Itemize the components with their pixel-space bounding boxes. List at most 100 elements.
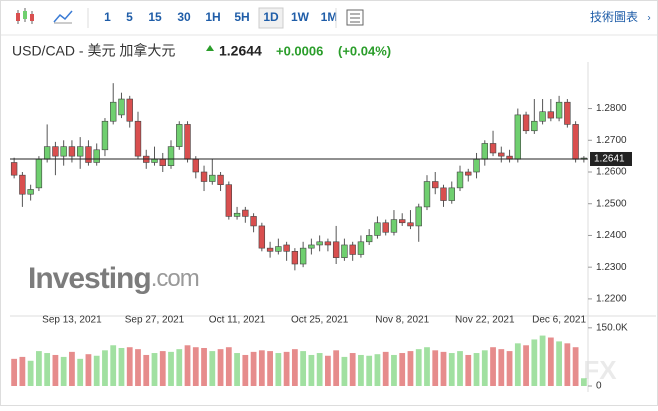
table-icon[interactable] bbox=[346, 9, 364, 26]
volume-bar bbox=[27, 360, 34, 386]
candle-body bbox=[233, 212, 241, 217]
interval-button[interactable]: 5 bbox=[126, 10, 133, 24]
candle-body bbox=[217, 174, 224, 185]
volume-bar bbox=[250, 351, 257, 386]
candle-body bbox=[374, 222, 381, 236]
x-tick-label: Sep 27, 2021 bbox=[125, 315, 185, 326]
candle-body bbox=[456, 171, 464, 189]
volume-bar bbox=[126, 347, 133, 386]
volume-bar bbox=[440, 351, 447, 386]
volume-bar bbox=[36, 351, 42, 386]
volume-bar bbox=[432, 350, 439, 386]
candle-body bbox=[167, 146, 175, 166]
volume-bar bbox=[564, 343, 571, 386]
candle-body bbox=[275, 246, 282, 252]
interval-button[interactable]: 1D bbox=[263, 10, 279, 24]
candle-body bbox=[151, 159, 158, 163]
candle-body bbox=[522, 114, 530, 132]
interval-button[interactable]: 5H bbox=[234, 10, 249, 24]
interval-selected bbox=[258, 7, 284, 29]
x-tick-label: Oct 25, 2021 bbox=[291, 315, 349, 326]
volume-bar bbox=[506, 351, 513, 386]
candle-body bbox=[68, 146, 76, 157]
volume-bar bbox=[159, 351, 166, 386]
interval-button[interactable]: 15 bbox=[148, 10, 162, 24]
candle-body bbox=[440, 187, 447, 201]
candle-body bbox=[531, 120, 538, 132]
interval-button[interactable]: 1H bbox=[205, 10, 220, 24]
interval-button[interactable]: 1W bbox=[291, 10, 310, 24]
volume-bar bbox=[60, 356, 67, 386]
volume-bar bbox=[481, 350, 488, 386]
volume-bar bbox=[225, 347, 232, 386]
candle-body bbox=[316, 241, 323, 246]
candle-body bbox=[489, 143, 497, 154]
candle-body bbox=[308, 244, 315, 249]
volume-bar bbox=[135, 349, 141, 386]
volume-bar bbox=[399, 353, 406, 386]
volume-bar bbox=[93, 355, 100, 386]
volume-bar bbox=[201, 347, 207, 386]
watermark-suffix: .com bbox=[151, 265, 199, 292]
candle-body bbox=[118, 98, 125, 116]
watermark-corner: FX bbox=[583, 355, 617, 385]
candle-body bbox=[266, 247, 274, 252]
candle-body bbox=[43, 146, 51, 160]
candle-body bbox=[85, 146, 92, 163]
volume-tick-label: 150.0K bbox=[596, 322, 628, 333]
candle-body bbox=[390, 219, 398, 233]
volume-bar bbox=[85, 354, 92, 386]
x-tick-label: Nov 22, 2021 bbox=[455, 315, 515, 326]
interval-button[interactable]: 1 bbox=[104, 10, 111, 24]
candle-body bbox=[76, 146, 84, 157]
watermark-brand-text: Investing bbox=[28, 262, 151, 295]
watermark-brand: Investing.com bbox=[28, 262, 199, 295]
technical-chart-link[interactable]: 技術圖表 bbox=[590, 10, 638, 24]
link-arrow[interactable]: › bbox=[647, 13, 650, 24]
volume-bar bbox=[267, 351, 273, 386]
volume-bar bbox=[382, 351, 389, 386]
candle-body bbox=[365, 235, 373, 243]
volume-bar bbox=[366, 355, 373, 386]
candle-body bbox=[481, 143, 488, 160]
candle-icon[interactable] bbox=[16, 8, 34, 24]
candle-body bbox=[382, 222, 389, 233]
volume-bar bbox=[490, 347, 496, 386]
interval-button[interactable]: 1M bbox=[321, 10, 338, 24]
candle-body bbox=[357, 241, 365, 255]
candle-body bbox=[209, 174, 216, 182]
candle-body bbox=[192, 159, 199, 173]
price-change: +0.0006 bbox=[276, 43, 323, 58]
candle-body bbox=[341, 244, 348, 258]
y-tick-label: 1.2500 bbox=[596, 198, 627, 209]
volume-bar bbox=[258, 350, 265, 386]
candle-body bbox=[19, 174, 26, 195]
volume-bar bbox=[415, 349, 422, 386]
volume-bar bbox=[316, 353, 323, 386]
candle-body bbox=[564, 101, 571, 125]
y-tick-label: 1.2700 bbox=[596, 135, 627, 146]
pair-name: USD/CAD - 美元 加拿大元 bbox=[12, 43, 175, 59]
candle-body bbox=[539, 111, 546, 122]
line-icon[interactable] bbox=[53, 10, 73, 23]
candle-body bbox=[349, 244, 356, 255]
candle-body bbox=[225, 184, 233, 217]
price-change-pct: (+0.04%) bbox=[338, 43, 391, 58]
y-tick-label: 1.2800 bbox=[596, 103, 627, 114]
candle-body bbox=[250, 216, 257, 227]
volume-tick-label: 0 bbox=[596, 381, 602, 392]
volume-bar bbox=[349, 353, 356, 386]
volume-bar bbox=[424, 347, 430, 386]
volume-bar bbox=[275, 353, 282, 386]
candle-body bbox=[448, 187, 455, 201]
volume-bar bbox=[176, 349, 183, 386]
candle-body bbox=[159, 159, 166, 166]
candle-body bbox=[547, 111, 555, 119]
volume-bar bbox=[69, 351, 75, 386]
volume-bar bbox=[514, 343, 521, 386]
interval-button[interactable]: 30 bbox=[177, 10, 191, 24]
candle-body bbox=[572, 124, 579, 160]
volume-bar bbox=[523, 345, 529, 386]
candle-body bbox=[432, 181, 439, 189]
